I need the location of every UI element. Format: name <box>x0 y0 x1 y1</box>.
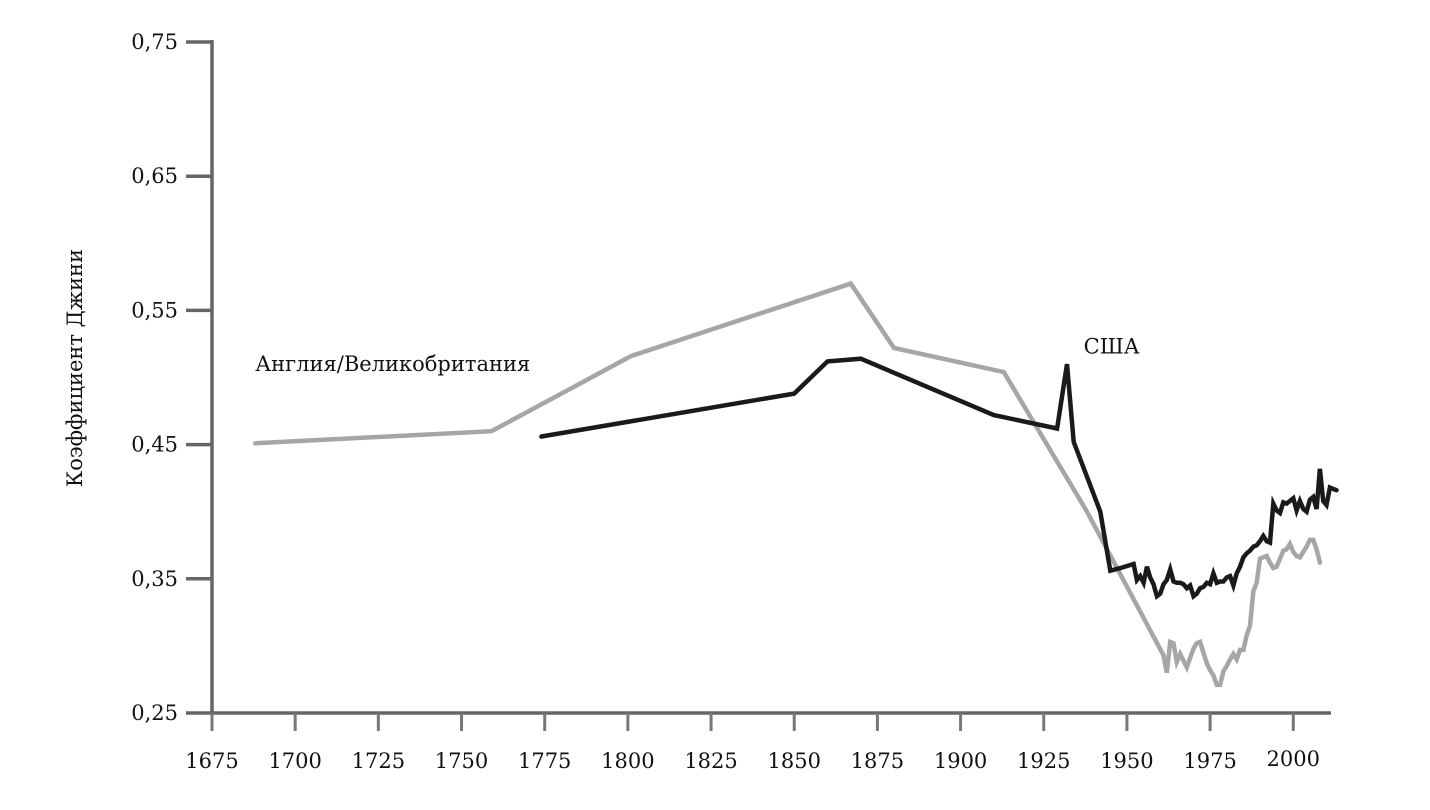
y-tick-label: 0,45 <box>131 433 178 457</box>
y-tick-label: 0,25 <box>131 701 178 725</box>
x-tick-label: 1725 <box>352 749 405 773</box>
x-tick-label: 1850 <box>767 749 820 773</box>
y-tick-label: 0,55 <box>131 298 178 322</box>
x-tick-label: 1675 <box>185 749 238 773</box>
x-tick-label: 1975 <box>1183 749 1236 773</box>
series-line-usa <box>539 356 1339 601</box>
series-layer <box>253 280 1339 688</box>
x-tick-label: 1825 <box>684 749 737 773</box>
series-line-england-uk <box>253 280 1323 688</box>
y-tick-label: 0,75 <box>131 30 178 54</box>
x-tick-label: 1800 <box>601 749 654 773</box>
series-labels: Англия/Великобритания США <box>255 335 1139 376</box>
y-tick-label: 0,35 <box>131 567 178 591</box>
x-axis: 1675 1700 1725 1750 1775 1800 1825 1850 1875 1900… <box>185 711 1331 773</box>
series-label-england-uk: Англия/Великобритания <box>255 352 530 376</box>
y-axis: 0,25 0,35 0,45 0,55 0,65 0,75 <box>131 30 214 725</box>
x-tick-label: 1775 <box>518 749 571 773</box>
x-tick-label: 1875 <box>851 749 904 773</box>
x-tick-label: 1700 <box>268 749 321 773</box>
x-tick-label: 2000 <box>1267 747 1320 771</box>
y-axis-title: Коэффициент Джини <box>63 249 87 487</box>
x-tick-label: 1900 <box>934 749 987 773</box>
series-label-usa: США <box>1084 335 1140 359</box>
x-tick-label: 1925 <box>1017 749 1070 773</box>
x-tick-label: 1750 <box>435 749 488 773</box>
x-tick-label: 1950 <box>1100 749 1153 773</box>
y-tick-label: 0,65 <box>131 164 178 188</box>
